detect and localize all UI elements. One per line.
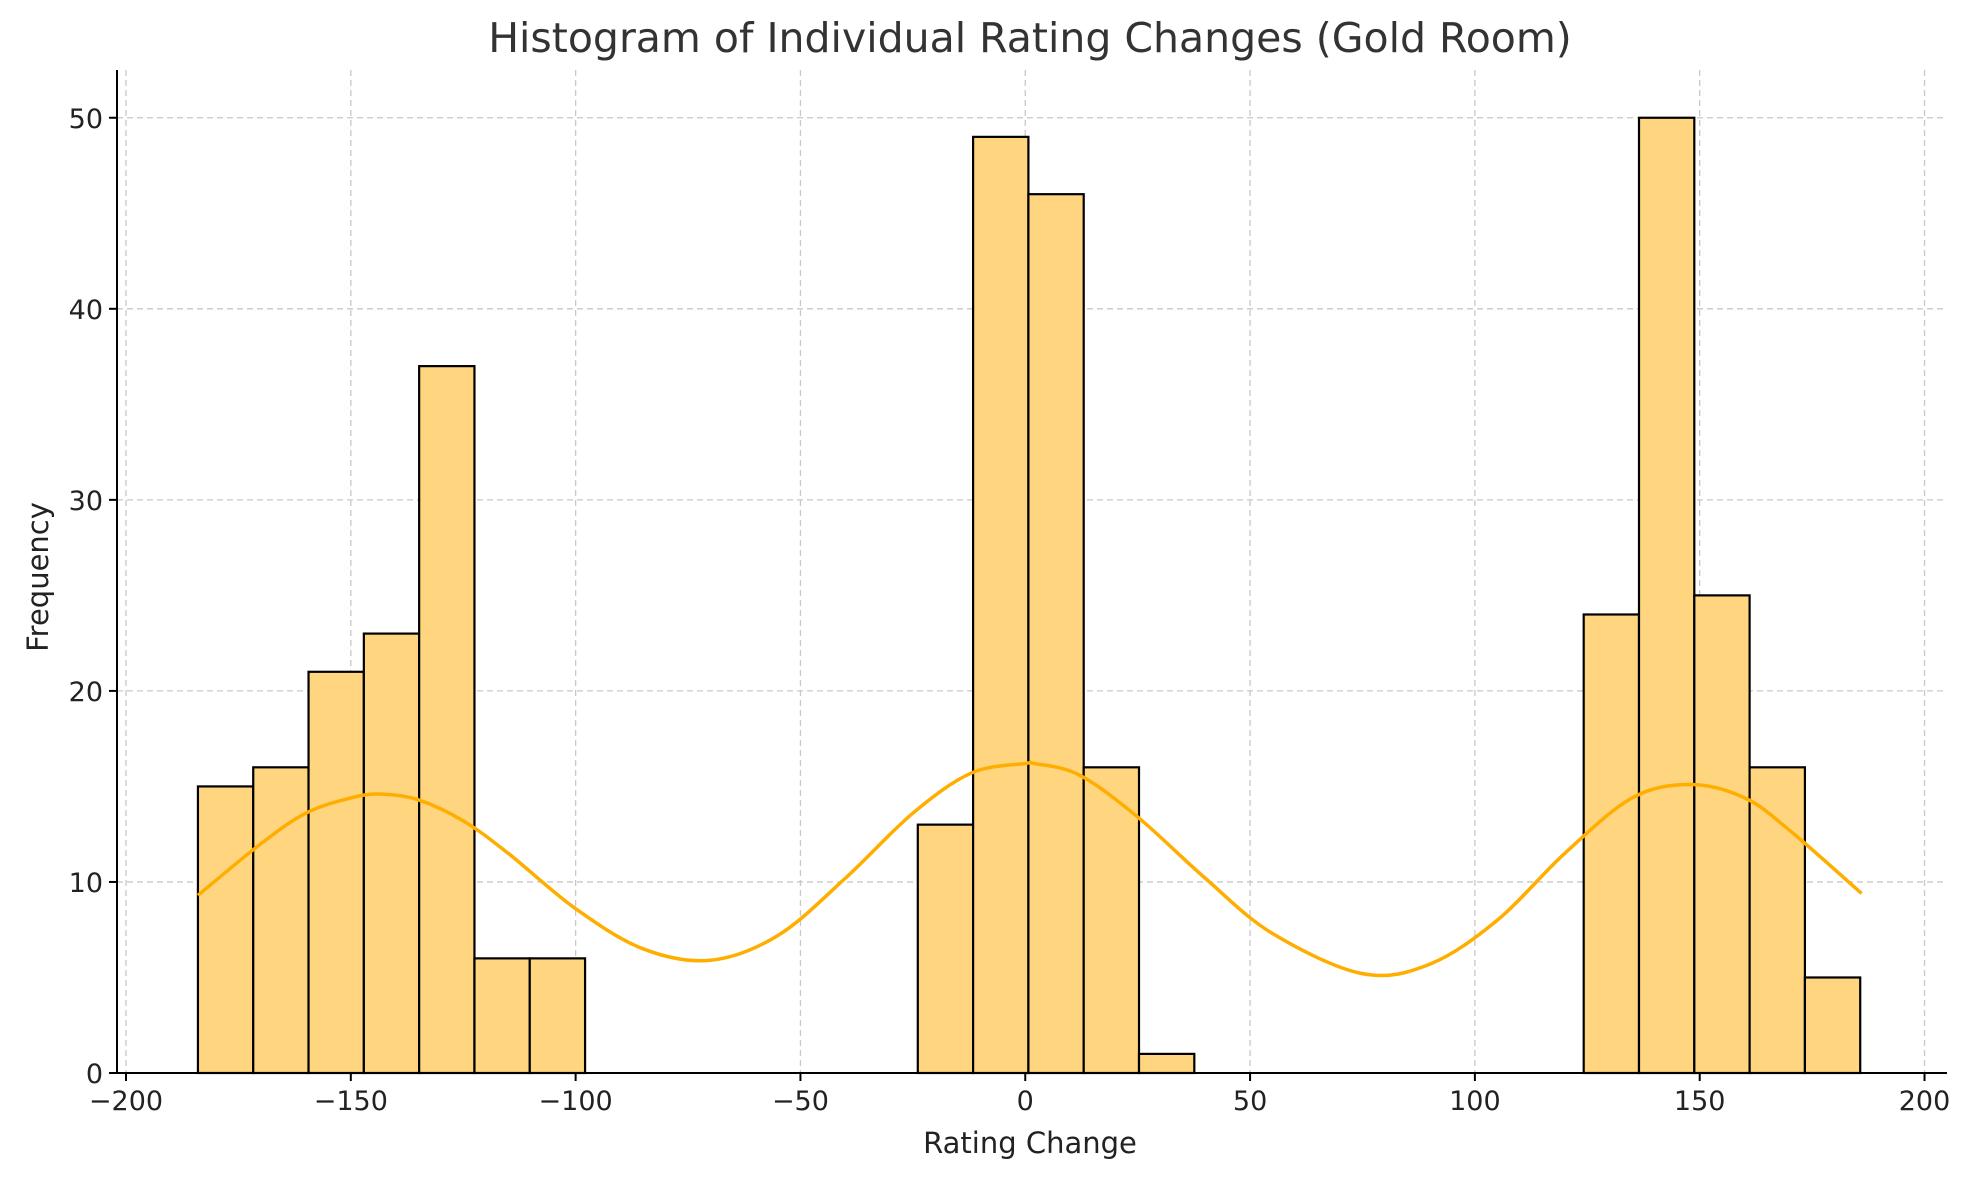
histogram-bar xyxy=(1027,193,1085,1075)
x-tick-label: −150 xyxy=(314,1086,388,1117)
histogram-bar xyxy=(1748,766,1807,1075)
histogram-bar xyxy=(418,365,476,1075)
histogram-bar xyxy=(362,632,421,1075)
histogram-bar xyxy=(1582,613,1641,1075)
tick-labels: −200 −150 −100 −50 0 50 100 150 200 0 10 20 30 40 50 xyxy=(69,104,1951,1117)
histogram-bar xyxy=(473,957,531,1075)
x-tick-label: −50 xyxy=(772,1086,829,1117)
x-tick-label: 0 xyxy=(1017,1086,1034,1117)
kde-curve xyxy=(196,760,1863,978)
axes xyxy=(109,70,1947,1081)
histogram-bar xyxy=(916,823,975,1075)
histogram-bar xyxy=(971,135,1030,1075)
y-tick-label: 50 xyxy=(69,104,103,135)
y-tick-label: 40 xyxy=(69,295,103,326)
x-tick-label: 100 xyxy=(1449,1086,1501,1117)
x-tick-label: 200 xyxy=(1899,1086,1951,1117)
histogram-bar xyxy=(1637,116,1696,1075)
histogram-bar xyxy=(528,957,587,1075)
y-tick-label: 20 xyxy=(69,677,103,708)
kde-curve-group xyxy=(196,760,1863,978)
histogram-bars xyxy=(196,116,1862,1075)
x-tick-label: −200 xyxy=(89,1086,163,1117)
chart-title: Histogram of Individual Rating Changes (… xyxy=(488,14,1572,62)
histogram-bar xyxy=(1082,766,1141,1075)
y-tick-label: 0 xyxy=(86,1059,103,1090)
x-tick-label: 150 xyxy=(1674,1086,1726,1117)
histogram-bar xyxy=(307,670,365,1075)
x-tick-label: 50 xyxy=(1233,1086,1267,1117)
y-axis-label: Frequency xyxy=(21,502,55,652)
histogram-bar xyxy=(196,785,255,1075)
y-tick-label: 30 xyxy=(69,486,103,517)
x-tick-label: −100 xyxy=(539,1086,613,1117)
histogram-bar xyxy=(1137,1052,1196,1075)
y-tick-label: 10 xyxy=(69,868,103,899)
x-axis-label: Rating Change xyxy=(923,1126,1137,1160)
histogram-bar xyxy=(1693,594,1751,1075)
histogram-bar xyxy=(1803,976,1862,1075)
histogram-bar xyxy=(252,766,310,1075)
